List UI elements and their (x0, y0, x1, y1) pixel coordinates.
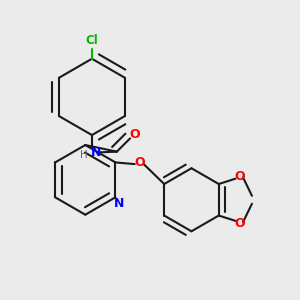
Text: O: O (234, 170, 245, 183)
Text: O: O (129, 128, 140, 141)
Text: O: O (134, 156, 145, 169)
Text: N: N (114, 197, 124, 210)
Text: O: O (234, 217, 245, 230)
Text: Cl: Cl (85, 34, 98, 47)
Text: N: N (91, 146, 101, 159)
Text: H: H (80, 150, 88, 160)
